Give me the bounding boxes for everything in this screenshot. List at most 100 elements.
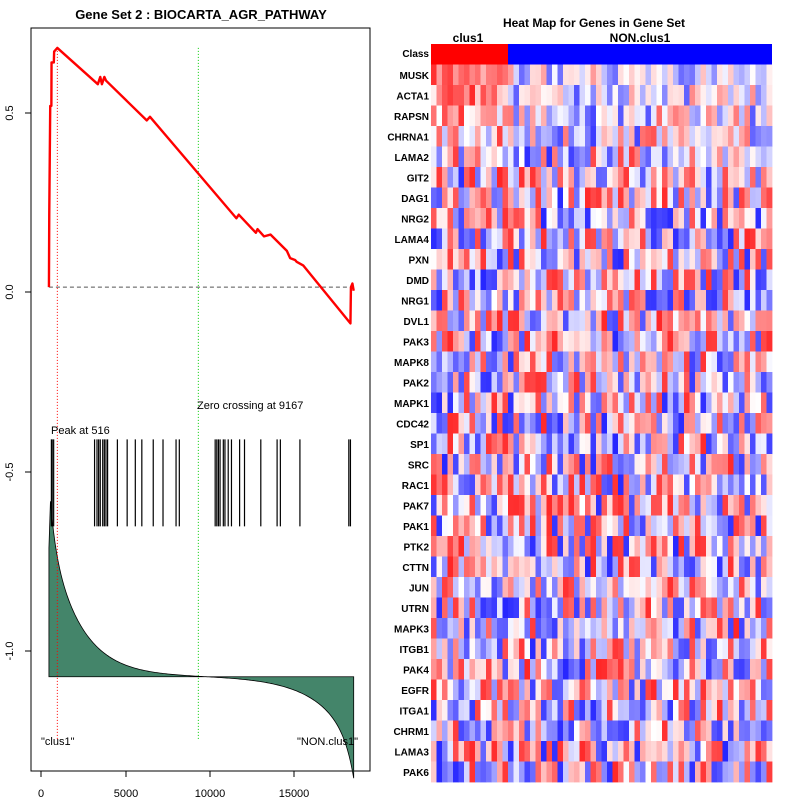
heatmap-cell — [739, 85, 745, 106]
heatmap-cell — [739, 536, 745, 557]
heatmap-cell — [464, 597, 470, 619]
gene-label-pak7: PAK7 — [403, 501, 429, 512]
heatmap-cell — [469, 105, 476, 127]
heatmap-cell — [667, 249, 674, 270]
heatmap-cell — [541, 761, 547, 783]
heatmap-cell — [508, 146, 514, 168]
heatmap-cell — [464, 659, 470, 680]
heatmap-cell — [458, 85, 465, 106]
heatmap-cell — [601, 659, 608, 680]
heatmap-cell — [519, 290, 525, 311]
heatmap-cell — [673, 228, 679, 250]
heatmap-cell — [684, 556, 690, 578]
heatmap-cell — [568, 249, 575, 270]
heatmap-cell — [475, 618, 481, 639]
heatmap-cell — [706, 474, 712, 496]
heatmap-cell — [590, 64, 597, 86]
heatmap-cell — [563, 556, 569, 578]
heatmap-cell — [733, 372, 740, 393]
heatmap-cell — [640, 474, 646, 496]
heatmap-cell — [480, 392, 487, 414]
heatmap-cell — [673, 618, 679, 639]
heatmap-cell — [612, 577, 619, 598]
heatmap-cell — [623, 269, 630, 291]
heatmap-cell — [497, 741, 503, 762]
heatmap-cell — [700, 700, 707, 721]
heatmap-cell — [601, 454, 608, 475]
heatmap-cell — [480, 536, 487, 557]
heatmap-cell — [436, 105, 443, 127]
heatmap-cell — [755, 700, 762, 721]
heatmap-cell — [568, 126, 575, 147]
heatmap-cell — [640, 167, 646, 188]
heatmap-cell — [585, 720, 591, 742]
heatmap-cell — [557, 85, 564, 106]
heatmap-cell — [557, 64, 564, 86]
heatmap-cell — [497, 433, 503, 455]
heatmap-cell — [535, 597, 542, 619]
heatmap-cell — [667, 208, 674, 229]
heatmap-cell — [574, 577, 580, 598]
heatmap-cell — [684, 146, 690, 168]
heatmap-cell — [678, 741, 685, 762]
right-phenotype-label: "NON.clus1" — [297, 736, 358, 748]
heatmap-cell — [596, 105, 602, 127]
heatmap-cell — [700, 351, 707, 373]
heatmap-cell — [629, 474, 635, 496]
heatmap-cell — [508, 515, 514, 537]
heatmap-cell — [502, 556, 509, 578]
heatmap-cell — [491, 85, 498, 106]
heatmap-cell — [502, 372, 509, 393]
heatmap-cell — [442, 495, 448, 516]
heatmap-cell — [535, 351, 542, 373]
heatmap-cell — [568, 495, 575, 516]
heatmap-cell — [700, 85, 707, 106]
heatmap-cell — [607, 577, 613, 598]
heatmap-cell — [574, 433, 580, 455]
heatmap-cell — [662, 659, 668, 680]
heatmap-cell — [469, 187, 476, 209]
heatmap-cell — [706, 741, 712, 762]
heatmap-cell — [761, 167, 767, 188]
heatmap-cell — [623, 638, 630, 660]
heatmap-cell — [728, 187, 734, 209]
heatmap-cell — [722, 372, 729, 393]
heatmap-cell — [502, 351, 509, 373]
heatmap-cell — [634, 310, 641, 332]
heatmap-cell — [700, 556, 707, 578]
heatmap-cell — [541, 454, 547, 475]
heatmap-cell — [612, 290, 619, 311]
heatmap-cell — [678, 413, 685, 434]
heatmap-cell — [480, 659, 487, 680]
heatmap-cell — [568, 720, 575, 742]
heatmap-cell — [673, 413, 679, 434]
heatmap-cell — [590, 269, 597, 291]
heatmap-cell — [524, 146, 531, 168]
heatmap-cell — [552, 741, 558, 762]
heatmap-cell — [640, 577, 646, 598]
heatmap-cell — [502, 577, 509, 598]
heatmap-cell — [447, 454, 454, 475]
heatmap-cell — [585, 556, 591, 578]
heatmap-cell — [733, 126, 740, 147]
heatmap-cell — [574, 310, 580, 332]
heatmap-cell — [612, 556, 619, 578]
heatmap-cell — [480, 208, 487, 229]
heatmap-cell — [717, 741, 723, 762]
heatmap-cell — [739, 167, 745, 188]
heatmap-cell — [546, 700, 553, 721]
heatmap-cell — [458, 515, 465, 537]
heatmap-cell — [552, 679, 558, 701]
heatmap-cell — [519, 659, 525, 680]
heatmap-cell — [464, 720, 470, 742]
heatmap-cell — [497, 310, 503, 332]
heatmap-cell — [722, 700, 729, 721]
heatmap-cell — [557, 638, 564, 660]
heatmap-cell — [612, 187, 619, 209]
heatmap-cell — [480, 495, 487, 516]
heatmap-cell — [744, 700, 751, 721]
heatmap-cell — [706, 597, 712, 619]
heatmap-cell — [755, 495, 762, 516]
heatmap-cell — [667, 392, 674, 414]
heatmap-cell — [744, 146, 751, 168]
